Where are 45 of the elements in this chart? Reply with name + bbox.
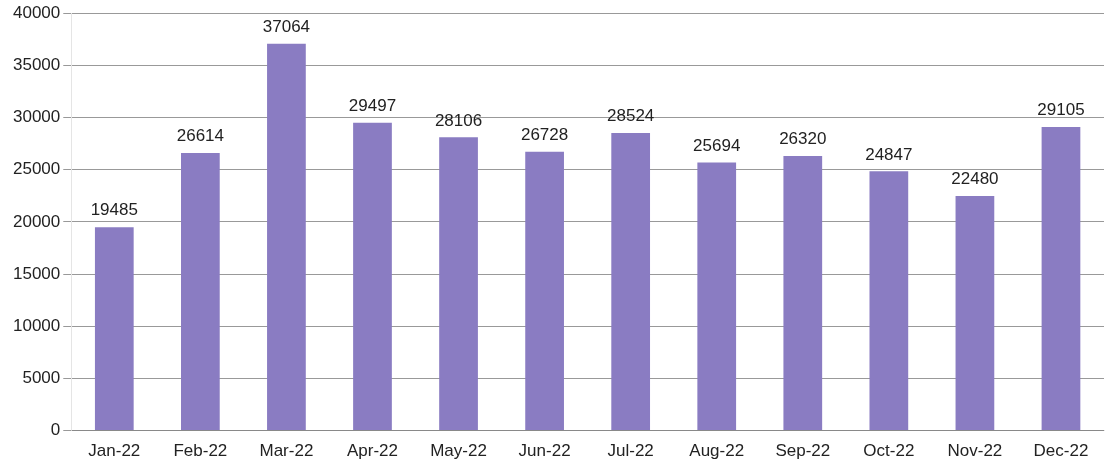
bar	[869, 171, 909, 431]
x-tick-label: May-22	[430, 441, 487, 461]
y-tick-label: 35000	[12, 55, 61, 75]
x-tick-label: Feb-22	[173, 441, 228, 461]
bar	[94, 227, 134, 431]
data-label: 37064	[262, 17, 311, 37]
x-tick-label: Apr-22	[346, 441, 398, 461]
data-label: 19485	[90, 200, 138, 220]
data-label: 26614	[176, 126, 224, 146]
y-tick-label: 5000	[22, 368, 61, 388]
x-tick-label: Nov-22	[947, 441, 1003, 461]
bar	[955, 196, 995, 431]
bar	[267, 43, 306, 431]
data-label: 25694	[693, 135, 741, 155]
bar	[611, 132, 651, 431]
x-tick-label: Dec-22	[1033, 441, 1089, 461]
y-tick-label: 0	[50, 420, 61, 440]
bar	[697, 162, 737, 431]
x-tick-label: Mar-22	[259, 441, 314, 461]
data-label: 24847	[865, 144, 913, 164]
bar	[783, 155, 823, 431]
data-label: 26320	[779, 129, 827, 149]
data-label: 28524	[607, 106, 655, 126]
bar	[1041, 126, 1081, 431]
bar	[439, 137, 478, 431]
x-tick-label: Sep-22	[775, 441, 831, 461]
x-tick-label: Aug-22	[689, 441, 745, 461]
y-tick-label: 25000	[12, 159, 61, 179]
y-tick-label: 15000	[12, 263, 61, 283]
data-label: 29497	[348, 95, 397, 115]
data-label: 26728	[520, 124, 569, 144]
bar	[181, 152, 220, 431]
y-tick-label: 20000	[12, 211, 61, 231]
data-label: 28106	[434, 110, 483, 130]
y-tick-label: 40000	[12, 2, 61, 22]
y-tick-label: 10000	[12, 315, 61, 335]
y-tick-label: 30000	[12, 107, 61, 127]
data-label: 22480	[951, 169, 999, 189]
bar	[353, 122, 392, 431]
x-tick-label: Jun-22	[518, 441, 571, 461]
x-tick-label: Jan-22	[88, 441, 141, 461]
x-tick-label: Jul-22	[607, 441, 654, 461]
x-tick-label: Oct-22	[863, 441, 915, 461]
data-label: 29105	[1037, 100, 1085, 120]
bar	[525, 151, 564, 431]
